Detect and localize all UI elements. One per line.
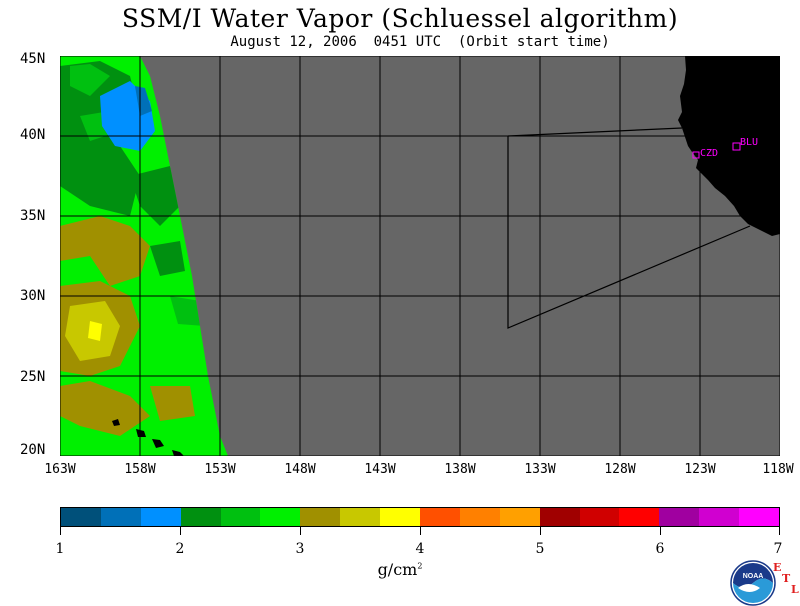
colorbar-label-3: 3 [295, 541, 305, 557]
colorbar-label-4: 4 [415, 541, 425, 557]
colorbar-label-7: 7 [773, 541, 783, 557]
color-scale-tick [60, 527, 61, 535]
color-scale-segment [220, 508, 261, 526]
color-scale-tick [420, 527, 421, 535]
lon-label-143w: 143W [364, 462, 396, 477]
units-exponent: 2 [417, 561, 423, 571]
lon-label-123w: 123W [684, 462, 716, 477]
station-marker [732, 142, 741, 151]
lat-label-45n: 45N [20, 51, 46, 67]
color-scale-segment [539, 508, 580, 526]
station-marker [692, 151, 700, 159]
domain-outline-top [507, 127, 683, 137]
land-mass [678, 56, 780, 236]
color-scale-segment [61, 508, 101, 526]
color-scale-segment [659, 508, 700, 526]
color-scale-tick [300, 527, 301, 535]
color-scale-segment [380, 508, 421, 526]
lat-label-35n: 35N [20, 208, 46, 224]
map-subtitle: August 12, 2006 0451 UTC (Orbit start ti… [230, 34, 610, 50]
station-czd: CZD [692, 148, 718, 159]
color-scale-segment [260, 508, 301, 526]
corner-mark-t: T [782, 572, 791, 585]
map-title: SSM/I Water Vapor (Schluessel algorithm) [121, 4, 679, 33]
lat-label-20n: 20N [20, 442, 46, 458]
lat-label-30n: 30N [20, 288, 46, 304]
lon-label-153w: 153W [204, 462, 236, 477]
units-text: g/cm [377, 560, 418, 579]
lon-label-163w: 163W [44, 462, 76, 477]
station-label-blu: BLU [740, 137, 758, 148]
colorbar-label-5: 5 [535, 541, 545, 557]
color-scale-segment [739, 508, 780, 526]
colorbar-label-2: 2 [175, 541, 185, 557]
graticule [60, 56, 780, 456]
color-scale-segment [140, 508, 181, 526]
color-scale-segment [100, 508, 141, 526]
lon-label-128w: 128W [604, 462, 636, 477]
domain-outline [507, 136, 751, 329]
station-blu: BLU [732, 137, 758, 151]
color-scale-segment [619, 508, 660, 526]
color-scale-segment [340, 508, 381, 526]
lon-label-138w: 138W [444, 462, 476, 477]
color-scale-tick [660, 527, 661, 535]
colorbar-label-6: 6 [655, 541, 665, 557]
color-scale-segment [499, 508, 540, 526]
lon-label-148w: 148W [284, 462, 316, 477]
corner-mark-l: L [791, 583, 799, 596]
color-scale-tick [180, 527, 181, 535]
lat-label-25n: 25N [20, 369, 46, 385]
color-scale-segment [699, 508, 740, 526]
map-canvas: CZD BLU [60, 56, 780, 456]
colorbar-label-1: 1 [55, 541, 65, 557]
color-scale-segment [180, 508, 221, 526]
lon-label-133w: 133W [524, 462, 556, 477]
corner-mark-e: E [773, 561, 782, 574]
lon-label-158w: 158W [124, 462, 156, 477]
lon-label-118w: 118W [762, 462, 794, 477]
noaa-logo-text: NOAA [743, 573, 764, 580]
lat-label-40n: 40N [20, 127, 46, 143]
color-scale-tick [779, 527, 780, 535]
color-scale-segment [300, 508, 341, 526]
noaa-logo: NOAA [730, 560, 776, 606]
color-scale-segment [420, 508, 460, 526]
water-vapor-map: CZD BLU [60, 56, 780, 456]
color-scale-segment [459, 508, 500, 526]
color-scale-bar [60, 507, 780, 527]
units-label: g/cm2 [360, 560, 440, 579]
color-scale-tick [540, 527, 541, 535]
color-scale-segment [579, 508, 620, 526]
station-label-czd: CZD [700, 148, 718, 159]
